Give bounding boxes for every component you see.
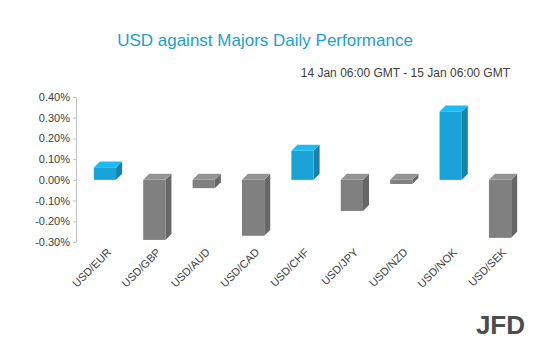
bar	[94, 167, 116, 179]
tick: 0.40%	[39, 91, 76, 103]
bar-side	[363, 174, 369, 211]
tick: USD/JPY	[319, 245, 361, 287]
chart: USD against Majors Daily Performance 14 J…	[0, 0, 538, 352]
tick: -0.10%	[35, 195, 76, 207]
bar	[341, 180, 363, 211]
bar-top	[291, 145, 319, 151]
title: USD against Majors Daily Performance	[117, 31, 413, 50]
category-label: USD/GBP	[119, 246, 162, 289]
tick: -0.20%	[35, 215, 76, 227]
axis-line	[76, 98, 77, 243]
bar-top	[143, 174, 171, 180]
tick-mark	[73, 221, 76, 222]
category-label: USD/EUR	[70, 246, 114, 290]
tick: 0.20%	[39, 132, 76, 144]
tick: 0.00%	[39, 174, 76, 186]
tick-label: -0.20%	[35, 215, 70, 227]
tick-label: 0.40%	[39, 91, 70, 103]
bar	[440, 112, 462, 180]
category-label: USD/NOK	[415, 245, 459, 289]
tick-mark	[73, 138, 76, 139]
tick: 0.30%	[39, 112, 76, 124]
bar-top	[341, 174, 369, 180]
bar-side	[165, 174, 171, 240]
subtitle: 14 Jan 06:00 GMT - 15 Jan 06:00 GMT	[301, 66, 511, 80]
bar-top	[489, 174, 517, 180]
category-label: USD/CAD	[218, 246, 262, 290]
logo: JFD	[476, 310, 525, 340]
tick-label: 0.00%	[39, 174, 70, 186]
bar	[242, 180, 264, 236]
y-axis: 0.40% 0.30% 0.20% 0.10% 0.00% -0.10% -0.20% -0.…	[35, 91, 76, 248]
bar	[390, 180, 412, 184]
tick-mark	[73, 242, 76, 243]
category-label: USD/NZD	[367, 246, 410, 289]
tick-label: 0.10%	[39, 153, 70, 165]
tick: -0.30%	[35, 236, 76, 248]
tick-mark	[73, 201, 76, 202]
tick-label: 0.30%	[39, 112, 70, 124]
tick: USD/EUR	[70, 246, 114, 290]
tick: USD/CHF	[268, 246, 311, 289]
category-label: USD/JPY	[319, 245, 361, 287]
tick: USD/SEK	[466, 245, 509, 288]
tick: USD/GBP	[119, 246, 162, 289]
bar	[489, 180, 511, 238]
bar	[193, 180, 215, 188]
tick: USD/NZD	[367, 246, 410, 289]
bar-top	[440, 106, 468, 112]
bars	[94, 106, 517, 240]
tick-label: 0.20%	[39, 132, 70, 144]
tick: USD/CAD	[218, 246, 262, 290]
bar-side	[314, 145, 320, 180]
bar-side	[264, 174, 270, 236]
bar-top	[390, 174, 418, 180]
bar-top	[242, 174, 270, 180]
tick: USD/AUD	[169, 246, 213, 290]
bar-side	[462, 106, 468, 180]
tick-mark	[73, 180, 76, 181]
category-label: USD/SEK	[466, 245, 509, 288]
bar-side	[511, 174, 517, 238]
x-axis: USD/EURUSD/GBPUSD/AUDUSD/CADUSD/CHFUSD/J…	[70, 245, 526, 289]
tick: 0.10%	[39, 153, 76, 165]
bar	[143, 180, 165, 240]
bar-top	[193, 174, 221, 180]
bar-top	[94, 161, 122, 167]
tick-label: -0.30%	[35, 236, 70, 248]
tick-mark	[73, 118, 76, 119]
tick: USD/NOK	[415, 245, 459, 289]
category-label: USD/CHF	[268, 246, 311, 289]
tick-label: -0.10%	[35, 195, 70, 207]
category-label: USD/AUD	[169, 246, 213, 290]
tick-mark	[73, 159, 76, 160]
tick-mark	[73, 97, 76, 98]
bar	[291, 151, 313, 180]
